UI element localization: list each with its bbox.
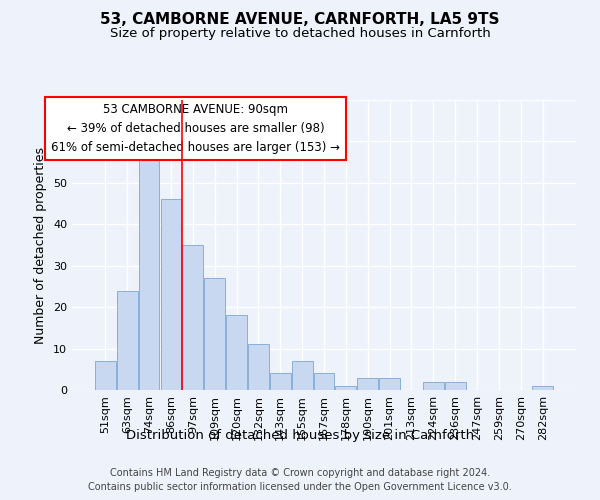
Text: 53, CAMBORNE AVENUE, CARNFORTH, LA5 9TS: 53, CAMBORNE AVENUE, CARNFORTH, LA5 9TS xyxy=(100,12,500,28)
Text: Contains HM Land Registry data © Crown copyright and database right 2024.: Contains HM Land Registry data © Crown c… xyxy=(110,468,490,477)
Text: Size of property relative to detached houses in Carnforth: Size of property relative to detached ho… xyxy=(110,28,490,40)
Bar xyxy=(248,344,269,390)
Bar xyxy=(270,374,290,390)
Text: Distribution of detached houses by size in Carnforth: Distribution of detached houses by size … xyxy=(126,428,474,442)
Bar xyxy=(445,382,466,390)
Bar xyxy=(204,278,225,390)
Bar xyxy=(139,150,160,390)
Text: Contains public sector information licensed under the Open Government Licence v3: Contains public sector information licen… xyxy=(88,482,512,492)
Bar xyxy=(532,386,553,390)
Bar xyxy=(95,361,116,390)
Bar xyxy=(182,245,203,390)
Bar xyxy=(226,316,247,390)
Bar xyxy=(335,386,356,390)
Bar xyxy=(314,374,334,390)
Bar xyxy=(423,382,444,390)
Bar xyxy=(379,378,400,390)
Bar xyxy=(161,200,181,390)
Bar xyxy=(117,290,137,390)
Bar xyxy=(292,361,313,390)
Y-axis label: Number of detached properties: Number of detached properties xyxy=(34,146,47,344)
Bar xyxy=(358,378,378,390)
Text: 53 CAMBORNE AVENUE: 90sqm
← 39% of detached houses are smaller (98)
61% of semi-: 53 CAMBORNE AVENUE: 90sqm ← 39% of detac… xyxy=(51,103,340,154)
